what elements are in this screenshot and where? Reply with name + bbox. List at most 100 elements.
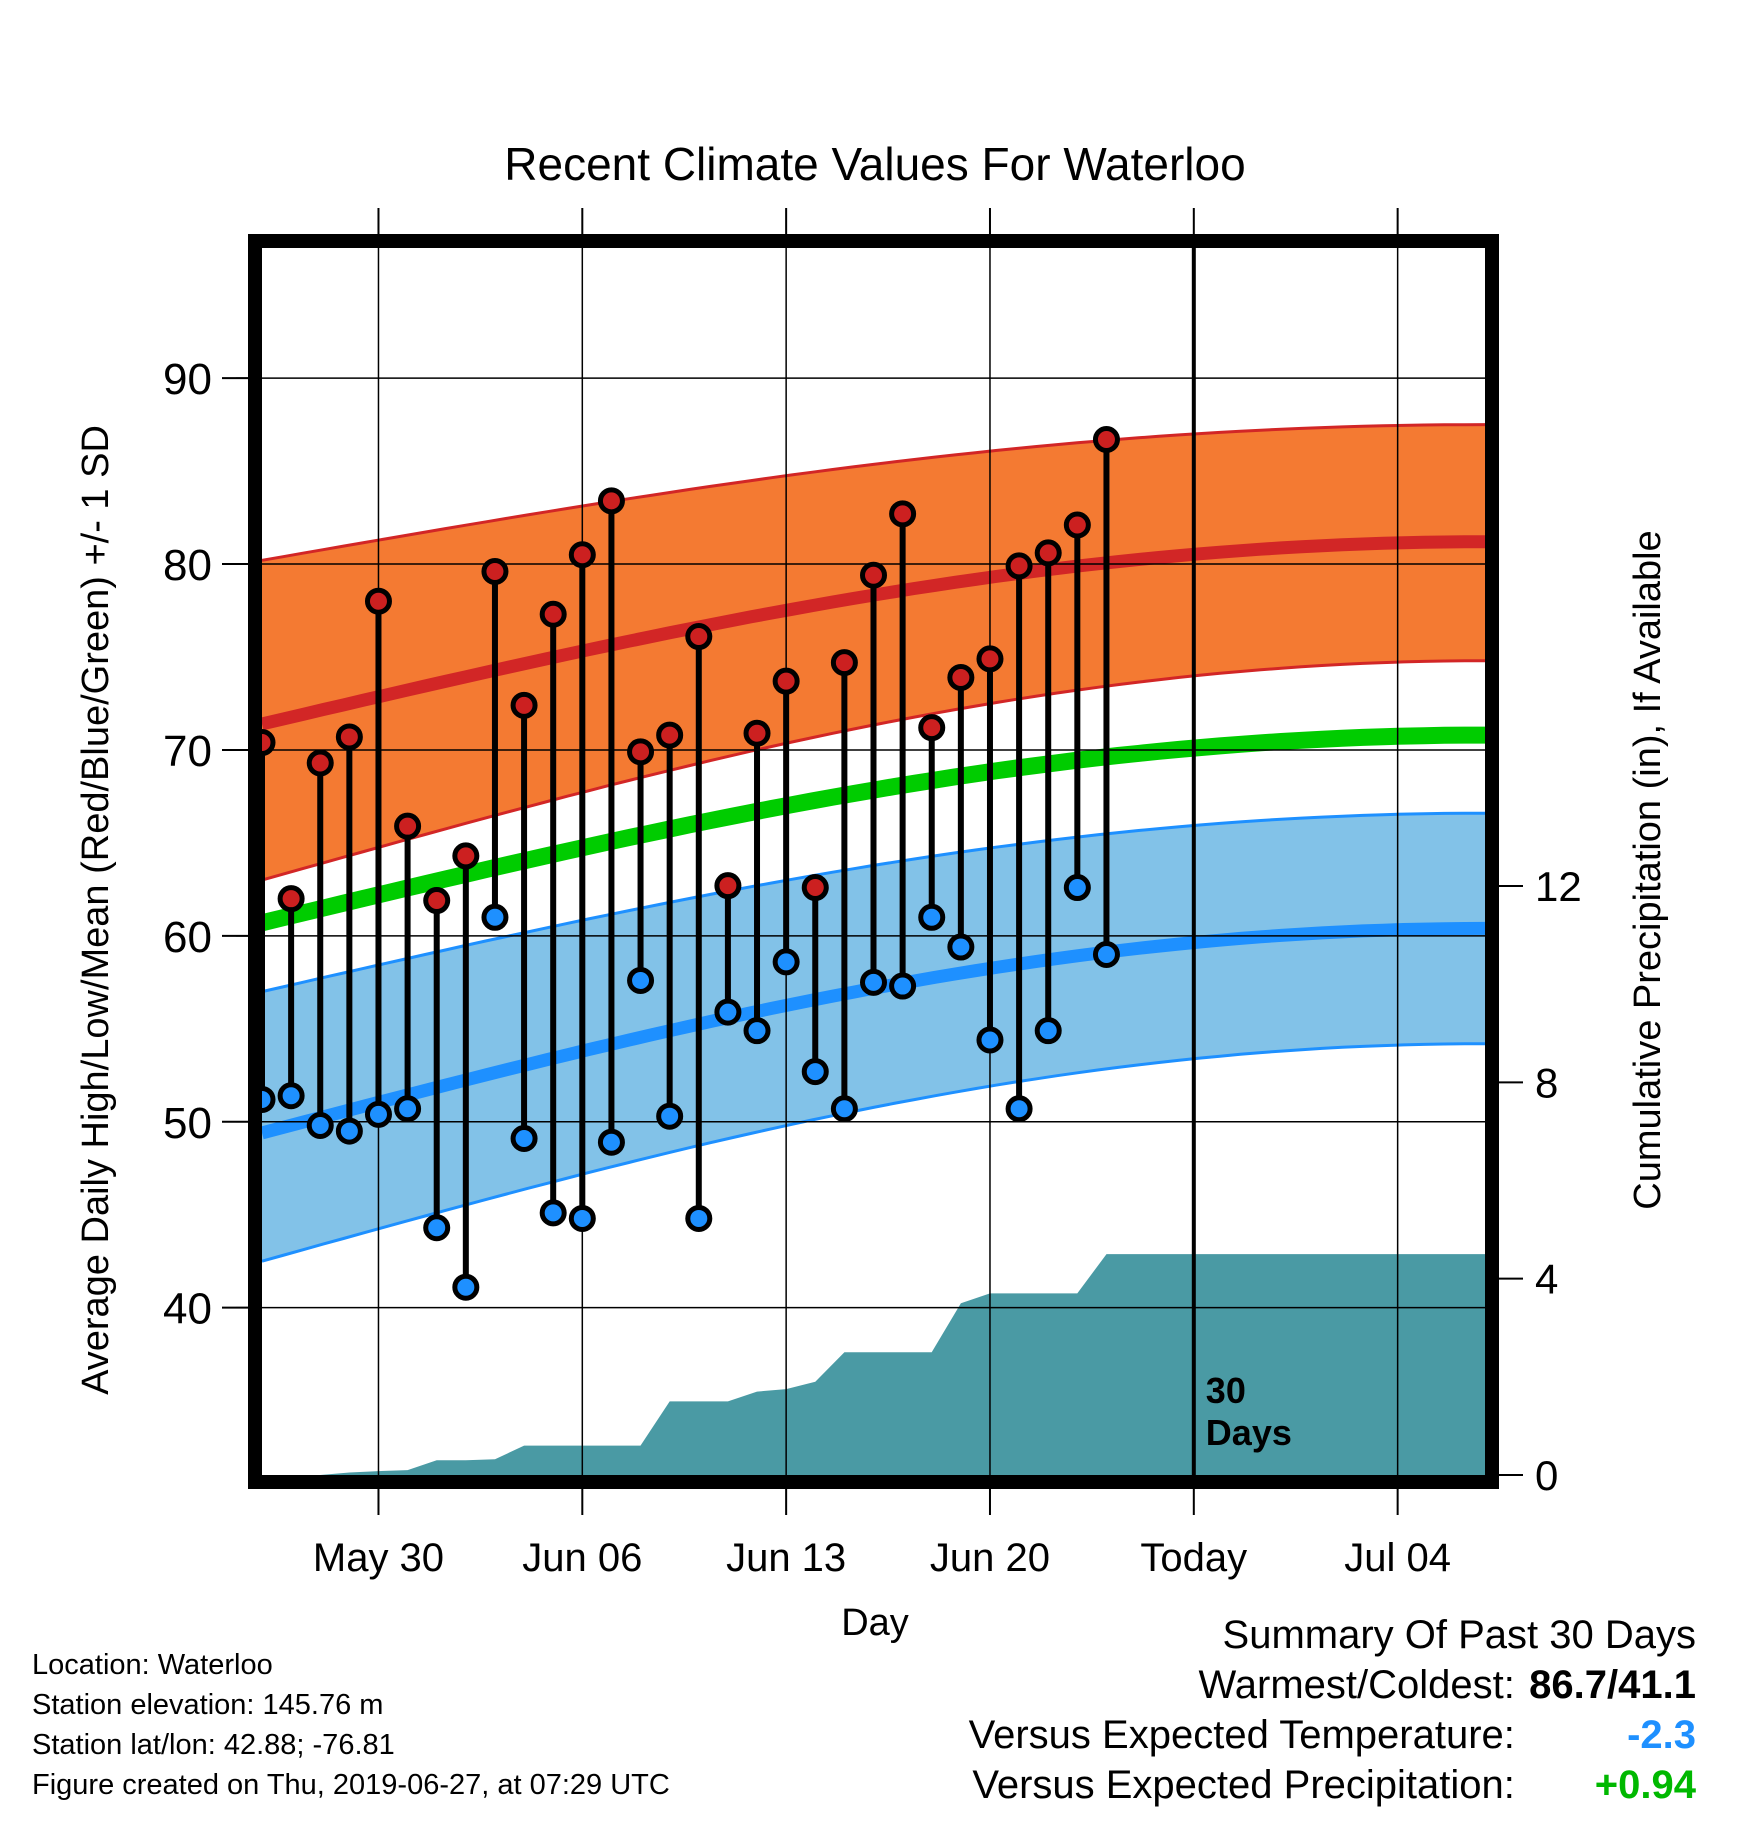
y2-tick-label: 8 [1535, 1059, 1558, 1106]
obs-high-point [568, 541, 596, 569]
y-tick-label: 60 [163, 913, 212, 962]
obs-high-point [423, 887, 451, 915]
precip-anomaly-value: +0.94 [1594, 1763, 1696, 1807]
chart-title: Recent Climate Values For Waterloo [504, 138, 1245, 190]
y2-tick-label: 0 [1535, 1452, 1558, 1499]
obs-high-point [772, 667, 800, 695]
summary-panel: Summary Of Past 30 Days Warmest/Coldest:… [969, 1610, 1696, 1810]
obs-low-point [597, 1128, 625, 1156]
obs-high-point [685, 623, 713, 651]
obs-low-point [1092, 940, 1120, 968]
location-text: Location: Waterloo [32, 1649, 273, 1681]
obs-high-point [364, 587, 392, 615]
warmest-coldest-row: Warmest/Coldest: 86.7/41.1 [969, 1660, 1697, 1710]
obs-low-point [743, 1017, 771, 1045]
obs-low-point [976, 1026, 1004, 1054]
obs-high-point [1034, 539, 1062, 567]
obs-low-point [277, 1082, 305, 1110]
x-tick-label: May 30 [313, 1536, 444, 1580]
obs-high-point [597, 487, 625, 515]
obs-high-point [860, 561, 887, 589]
obs-low-point [860, 968, 887, 996]
obs-high-point [510, 691, 538, 719]
obs-high-point [1063, 511, 1091, 539]
precip-anomaly-row: Versus Expected Precipitation: +0.94 [969, 1760, 1696, 1810]
obs-low-point [1034, 1017, 1062, 1045]
y2-tick-label: 4 [1535, 1256, 1558, 1303]
elevation-text: Station elevation: 145.76 m [32, 1689, 384, 1721]
obs-low-point [335, 1117, 363, 1145]
obs-low-point [830, 1095, 858, 1123]
summary-title: Summary Of Past 30 Days [1222, 1613, 1696, 1657]
obs-high-point [452, 842, 480, 870]
plot-frame [248, 234, 1499, 1489]
temp-anomaly-row: Versus Expected Temperature: -2.3 [969, 1710, 1696, 1760]
obs-low-point [539, 1199, 567, 1227]
obs-low-point [423, 1214, 451, 1242]
x-axis-label: Day [841, 1602, 909, 1644]
obs-low-point [685, 1204, 713, 1232]
y-tick-label: 50 [163, 1099, 212, 1148]
temp-anomaly-label: Versus Expected Temperature: [968, 1713, 1515, 1757]
obs-high-point [714, 872, 742, 900]
precip-area [262, 1254, 1485, 1475]
obs-high-point [277, 885, 305, 913]
obs-low-point [510, 1125, 538, 1153]
obs-low-point [364, 1100, 392, 1128]
obs-low-point [947, 933, 975, 961]
y-tick-label: 80 [163, 541, 212, 590]
x-tick-label: Jul 04 [1344, 1536, 1451, 1580]
y2-axis-label: Cumulative Precipitation (in), If Availa… [1627, 530, 1669, 1209]
y-tick-label: 70 [163, 727, 212, 776]
obs-low-point [452, 1273, 480, 1301]
normal-low-band [262, 813, 1485, 1262]
obs-low-point [714, 998, 742, 1026]
obs-high-point [627, 738, 655, 766]
warmest-coldest-value: 86.7/41.1 [1529, 1663, 1696, 1707]
obs-low-point [1005, 1095, 1033, 1123]
obs-high-point [947, 663, 975, 691]
obs-low-point [394, 1095, 422, 1123]
obs-high-point [830, 649, 858, 677]
obs-high-point [335, 723, 363, 751]
warmest-coldest-label: Warmest/Coldest: [1198, 1663, 1515, 1707]
obs-low-point [656, 1102, 684, 1130]
x-tick-label: Jun 06 [522, 1536, 642, 1580]
obs-high-point [1092, 425, 1120, 453]
station-info: Location: Waterloo Station elevation: 14… [32, 1645, 670, 1805]
obs-low-point [801, 1058, 829, 1086]
y-tick-label: 40 [163, 1285, 212, 1334]
temp-anomaly-value: -2.3 [1627, 1713, 1696, 1757]
obs-low-point [889, 972, 917, 1000]
obs-high-point [976, 645, 1004, 673]
precip-anomaly-label: Versus Expected Precipitation: [972, 1763, 1515, 1807]
obs-low-point [627, 966, 655, 994]
obs-low-point [481, 903, 509, 931]
obs-high-point [918, 714, 946, 742]
x-tick-label: Jun 20 [930, 1536, 1050, 1580]
created-text: Figure created on Thu, 2019-06-27, at 07… [32, 1769, 670, 1801]
obs-high-point [656, 721, 684, 749]
latlon-text: Station lat/lon: 42.88; -76.81 [32, 1729, 395, 1761]
obs-high-point [1005, 552, 1033, 580]
obs-high-point [394, 812, 422, 840]
obs-high-point [889, 500, 917, 528]
x-tick-label: Jun 13 [726, 1536, 846, 1580]
obs-high-point [539, 600, 567, 628]
obs-low-point [568, 1204, 596, 1232]
normal-high-band-upper-edge [261, 423, 1486, 562]
obs-high-point [801, 874, 829, 902]
obs-low-point [772, 948, 800, 976]
today-label: Days [1206, 1412, 1292, 1453]
obs-low-point [1063, 874, 1091, 902]
y-tick-label: 90 [163, 355, 212, 404]
obs-low-point [306, 1111, 334, 1139]
obs-high-point [306, 749, 334, 777]
obs-high-point [481, 557, 509, 585]
x-tick-label: Today [1140, 1536, 1247, 1580]
y2-tick-label: 12 [1535, 863, 1582, 910]
today-label: 30 [1206, 1370, 1246, 1411]
obs-high-point [743, 719, 771, 747]
